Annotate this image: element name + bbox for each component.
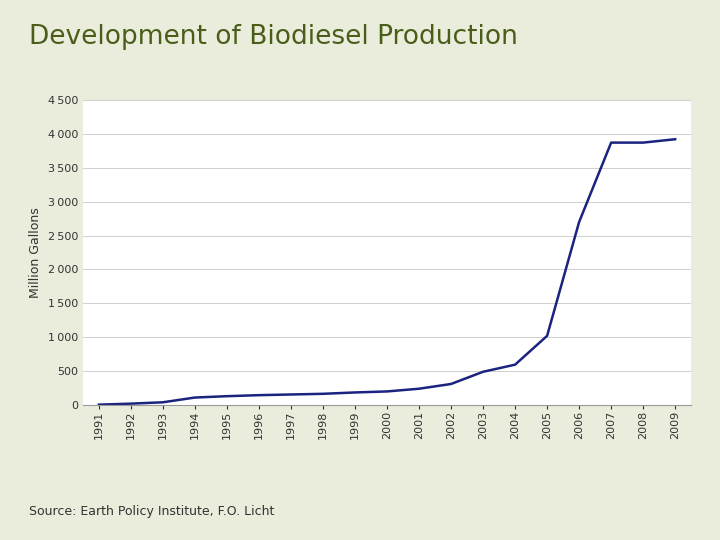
Text: Source: Earth Policy Institute, F.O. Licht: Source: Earth Policy Institute, F.O. Lic… (29, 505, 274, 518)
Text: Development of Biodiesel Production: Development of Biodiesel Production (29, 24, 518, 50)
Y-axis label: Million Gallons: Million Gallons (29, 207, 42, 298)
